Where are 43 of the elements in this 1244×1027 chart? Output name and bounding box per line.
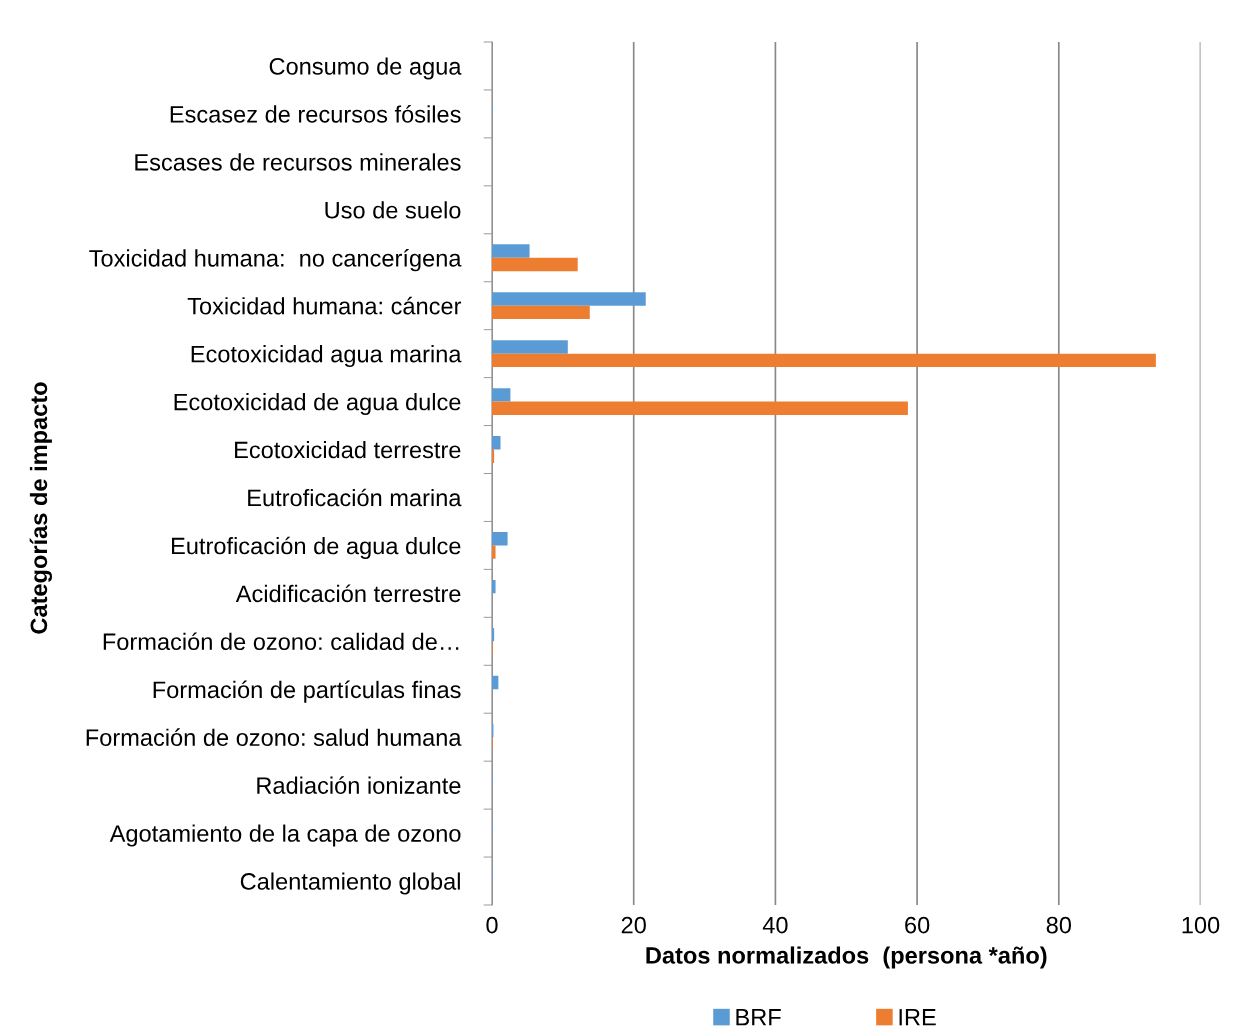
legend-label: BRF xyxy=(736,1009,781,1026)
legend-label: IRE xyxy=(899,1009,936,1026)
x-tick-label: 60 xyxy=(905,916,930,934)
y-tick-label: Ecotoxicidad agua marina xyxy=(191,345,462,368)
y-tick-label: Agotamiento de la capa de ozono xyxy=(109,824,461,847)
y-tick-label: Eutroficación marina xyxy=(248,488,462,507)
y-tick-label: Escases de recursos minerales xyxy=(135,153,461,171)
bar xyxy=(492,292,646,306)
y-tick-label: Toxicidad humana: no cancerígena xyxy=(89,249,462,272)
y-tick-label: Formación de ozono: salud humana xyxy=(86,728,462,746)
bar xyxy=(492,627,495,642)
y-tick-label: Acidificación terrestre xyxy=(235,584,461,603)
bar xyxy=(492,401,908,416)
y-tick-label: Calentamiento global xyxy=(240,872,460,895)
y-tick-label: Escasez de recursos fósiles xyxy=(170,105,461,123)
bar xyxy=(492,340,568,354)
y-tick-label: Consumo de agua xyxy=(269,57,462,80)
x-tick-label: 0 xyxy=(486,916,498,934)
y-tick-label: Radiación ionizante xyxy=(257,776,461,794)
bar xyxy=(492,388,511,402)
bar xyxy=(492,531,508,546)
bar xyxy=(492,545,496,559)
x-tick-label: 80 xyxy=(1046,916,1072,934)
y-axis-title: Categorías de impacto xyxy=(29,382,52,634)
bar xyxy=(492,305,590,320)
y-tick-label: Formación de ozono: calidad de… xyxy=(103,632,459,651)
y-tick-label: Formación de partículas finas xyxy=(153,680,461,703)
bar xyxy=(492,244,530,258)
bar xyxy=(492,675,499,690)
bar xyxy=(492,436,501,450)
y-tick-label: Ecotoxicidad de agua dulce xyxy=(174,393,461,416)
x-axis-title: Datos normalizados (persona *año) xyxy=(646,946,1047,969)
bar xyxy=(492,449,495,463)
bar xyxy=(492,353,1156,368)
y-tick-label: Eutroficación de agua dulce xyxy=(172,536,461,560)
y-tick-label: Uso de suelo xyxy=(325,201,461,219)
x-tick-label: 40 xyxy=(762,916,788,934)
x-tick-label: 20 xyxy=(621,916,646,934)
bar xyxy=(492,257,578,272)
y-tick-label: Toxicidad humana: cáncer xyxy=(187,296,462,315)
bar xyxy=(492,579,496,594)
x-tick-label: 100 xyxy=(1182,916,1220,934)
y-tick-label: Ecotoxicidad terrestre xyxy=(235,440,461,459)
